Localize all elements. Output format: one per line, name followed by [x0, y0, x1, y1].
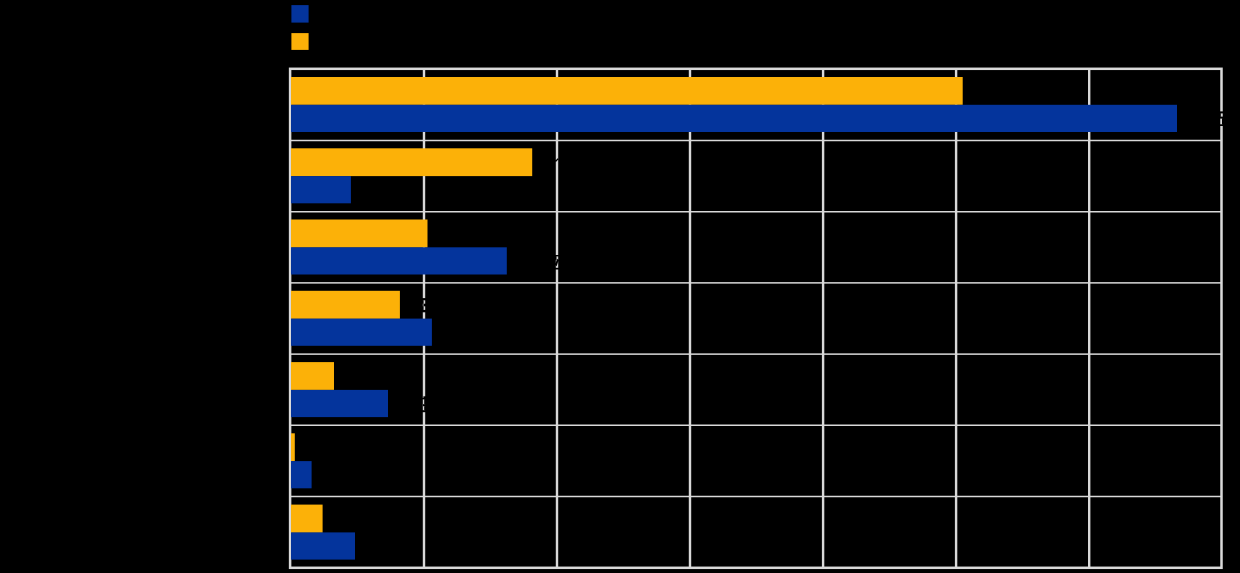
- svg-text:10,2 %: 10,2 %: [432, 224, 488, 244]
- svg-text:Category three: Category three: [185, 239, 284, 256]
- svg-text:9: 9: [1181, 109, 1191, 129]
- svg-text:4,5 %: 4,5 %: [355, 180, 401, 200]
- svg-text:50,5 %: 50,5 %: [967, 81, 1023, 101]
- svg-text:Series two legend text: Series two legend text: [315, 33, 463, 50]
- svg-text:7: 7: [537, 153, 547, 173]
- svg-text:10,6 %: 10,6 %: [436, 323, 492, 343]
- svg-text:0,3 %: 0,3 %: [299, 438, 345, 458]
- svg-text:Category six: Category six: [201, 452, 285, 469]
- svg-text:Category seven: Category seven: [179, 523, 284, 540]
- svg-text:3: 3: [392, 394, 402, 414]
- svg-text:Category four: Category four: [193, 310, 284, 327]
- svg-text:2,4 %: 2,4 %: [327, 509, 373, 529]
- svg-text:Category five: Category five: [196, 381, 284, 398]
- svg-text:3,2 %: 3,2 %: [339, 367, 385, 387]
- svg-text:2: 2: [511, 252, 521, 272]
- svg-text:1,6 %: 1,6 %: [316, 465, 362, 485]
- svg-text:4,8 %: 4,8 %: [360, 537, 406, 557]
- svg-text:Category two: Category two: [196, 168, 284, 185]
- svg-text:Series one legend text: Series one legend text: [315, 5, 465, 22]
- svg-text:Category one: Category one: [194, 97, 284, 114]
- svg-text:8: 8: [405, 295, 415, 315]
